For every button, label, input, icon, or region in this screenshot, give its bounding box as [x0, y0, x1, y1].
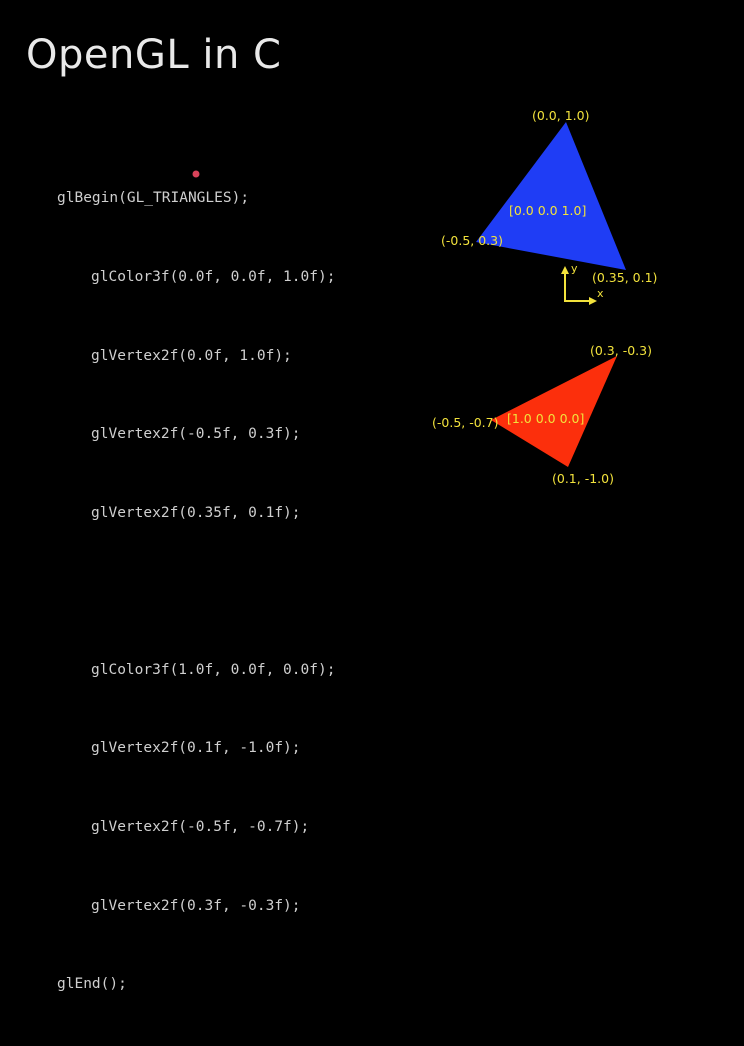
slide-title: OpenGL in C	[26, 32, 282, 78]
blue-vertex-top-label: (0.0, 1.0)	[532, 108, 589, 123]
slide: OpenGL in C glBegin(GL_TRIANGLES); glCol…	[26, 32, 658, 993]
blue-vertex-right-label: (0.35, 0.1)	[592, 270, 657, 285]
code-line-red-vertex-3: glVertex2f(0.3f, -0.3f);	[91, 897, 301, 914]
code-line-red-vertex-1: glVertex2f(0.1f, -1.0f);	[91, 740, 301, 757]
code-line-blue-color: glColor3f(0.0f, 0.0f, 1.0f);	[91, 269, 336, 285]
blue-triangle	[476, 122, 626, 270]
triangle-diagram: (0.0, 1.0) (-0.5, 0.3) (0.35, 0.1) [0.0 …	[192, 108, 657, 486]
code-line-blue-vertex-3: glVertex2f(0.35f, 0.1f);	[91, 504, 301, 521]
code-line-end: glEnd();	[57, 976, 127, 993]
cursor-dot	[192, 170, 200, 178]
red-color-label: [1.0 0.0 0.0]	[507, 411, 584, 426]
code-line-blue-vertex-1: glVertex2f(0.0f, 1.0f);	[91, 347, 292, 364]
red-vertex-top-label: (0.3, -0.3)	[590, 343, 652, 358]
code-line-red-vertex-2: glVertex2f(-0.5f, -0.7f);	[91, 818, 310, 835]
axes-icon: y x	[561, 262, 604, 305]
x-axis-label: x	[597, 287, 604, 300]
red-vertex-bottom-label: (0.1, -1.0)	[552, 471, 614, 486]
code-line-begin: glBegin(GL_TRIANGLES);	[57, 190, 250, 207]
blue-color-label: [0.0 0.0 1.0]	[509, 203, 586, 218]
code-line-blue-vertex-2: glVertex2f(-0.5f, 0.3f);	[91, 426, 301, 443]
red-vertex-left-label: (-0.5, -0.7)	[432, 415, 498, 430]
code-line-red-color: glColor3f(1.0f, 0.0f, 0.0f);	[91, 661, 336, 678]
y-axis-arrow	[561, 266, 569, 274]
x-axis-arrow	[589, 297, 597, 305]
blue-vertex-left-label: (-0.5, 0.3)	[441, 233, 503, 248]
code-blank-line	[57, 578, 335, 604]
red-triangle	[491, 356, 617, 467]
y-axis-label: y	[571, 262, 578, 275]
